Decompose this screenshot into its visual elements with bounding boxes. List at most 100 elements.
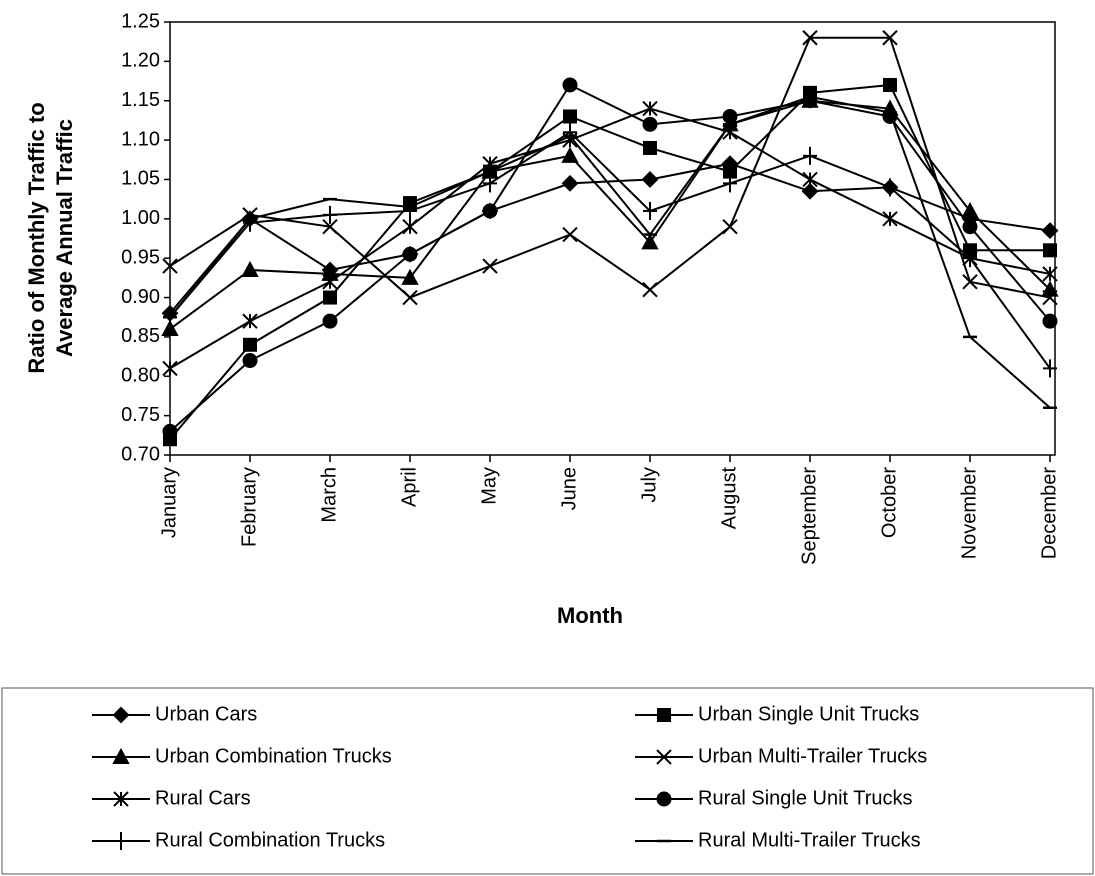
data-point — [482, 203, 498, 219]
legend-label: Rural Combination Trucks — [155, 829, 385, 851]
data-point — [802, 171, 818, 188]
y-tick-label: 1.05 — [121, 168, 160, 190]
y-axis-title: Average Annual Traffic — [52, 119, 77, 357]
data-point — [322, 218, 338, 235]
x-tick-label: May — [478, 467, 500, 505]
data-point — [161, 319, 179, 337]
data-point — [642, 116, 658, 132]
legend-label: Rural Multi-Trailer Trucks — [698, 829, 921, 851]
data-point — [722, 218, 738, 235]
data-point — [642, 281, 658, 298]
legend-marker — [113, 791, 129, 807]
legend-marker — [112, 747, 130, 764]
data-point — [483, 174, 497, 193]
data-point — [803, 146, 817, 165]
y-tick-label: 0.95 — [121, 246, 160, 268]
y-tick-label: 0.90 — [121, 286, 160, 308]
series-line — [169, 107, 1051, 370]
x-tick-label: July — [638, 467, 660, 503]
y-tick-label: 0.70 — [121, 443, 160, 465]
data-point — [562, 226, 578, 243]
x-tick-label: October — [878, 467, 900, 538]
x-tick-label: January — [158, 467, 180, 538]
data-point — [1041, 280, 1059, 297]
series-line — [169, 130, 1051, 369]
data-point — [883, 77, 897, 92]
data-point — [322, 313, 338, 329]
x-tick-label: June — [558, 467, 580, 510]
data-point — [162, 423, 178, 439]
data-point — [1042, 289, 1058, 306]
x-tick-label: February — [238, 467, 260, 547]
data-point — [401, 268, 419, 285]
data-point — [242, 353, 258, 369]
y-tick-label: 0.85 — [121, 325, 160, 347]
data-point — [482, 156, 498, 172]
data-point — [242, 313, 258, 329]
y-tick-label: 1.10 — [121, 128, 160, 150]
series-line — [169, 95, 1051, 409]
data-point — [641, 171, 659, 188]
data-point — [963, 249, 977, 268]
data-point — [802, 30, 818, 46]
data-point — [1043, 243, 1057, 258]
data-point — [722, 108, 738, 124]
legend-label: Urban Cars — [155, 703, 257, 725]
data-point — [402, 246, 418, 262]
data-point — [402, 289, 418, 306]
data-point — [961, 201, 979, 218]
data-point — [1041, 222, 1059, 240]
series-line — [169, 83, 1051, 433]
data-point — [243, 213, 257, 232]
data-point — [1042, 313, 1058, 329]
data-point — [563, 109, 577, 124]
x-tick-label: November — [958, 467, 980, 560]
data-point — [883, 178, 897, 197]
data-point — [1043, 359, 1057, 378]
data-point — [162, 360, 178, 377]
legend-marker — [657, 708, 671, 722]
data-point — [403, 201, 417, 220]
x-tick-label: April — [398, 467, 420, 507]
y-tick-label: 1.25 — [121, 10, 160, 32]
x-tick-label: September — [798, 467, 820, 565]
data-point — [561, 146, 579, 163]
series-line — [169, 162, 1051, 314]
x-tick-label: March — [318, 467, 340, 523]
y-tick-label: 1.15 — [121, 89, 160, 111]
data-point — [563, 123, 577, 142]
x-tick-label: December — [1038, 467, 1060, 560]
x-tick-label: August — [718, 467, 740, 530]
data-point — [1042, 266, 1058, 282]
data-point — [723, 174, 737, 193]
data-point — [162, 258, 178, 274]
data-point — [882, 30, 898, 46]
legend-label: Urban Multi-Trailer Trucks — [698, 745, 927, 767]
y-tick-label: 0.80 — [121, 365, 160, 387]
y-tick-label: 1.20 — [121, 50, 160, 72]
legend-marker — [114, 832, 128, 850]
y-tick-label: 0.75 — [121, 404, 160, 426]
series-line — [169, 99, 1051, 330]
legend-label: Urban Single Unit Trucks — [698, 703, 919, 725]
y-axis-title: Ratio of Monthly Traffic to — [24, 102, 49, 373]
data-point — [643, 140, 657, 155]
data-point — [243, 337, 257, 352]
data-point — [722, 124, 738, 140]
y-tick-label: 1.00 — [121, 207, 160, 229]
data-point — [801, 182, 819, 200]
data-point — [482, 258, 498, 274]
x-axis-title: Month — [557, 603, 623, 628]
legend-label: Urban Combination Trucks — [155, 745, 392, 767]
legend-label: Rural Cars — [155, 787, 251, 809]
series-line — [169, 36, 1051, 299]
data-point — [323, 290, 337, 305]
data-point — [402, 218, 418, 235]
legend-label: Rural Single Unit Trucks — [698, 787, 913, 809]
legend-marker — [656, 791, 672, 807]
plot-frame — [169, 21, 1056, 456]
data-point — [642, 100, 658, 117]
data-point — [241, 260, 259, 277]
data-point — [643, 201, 657, 220]
